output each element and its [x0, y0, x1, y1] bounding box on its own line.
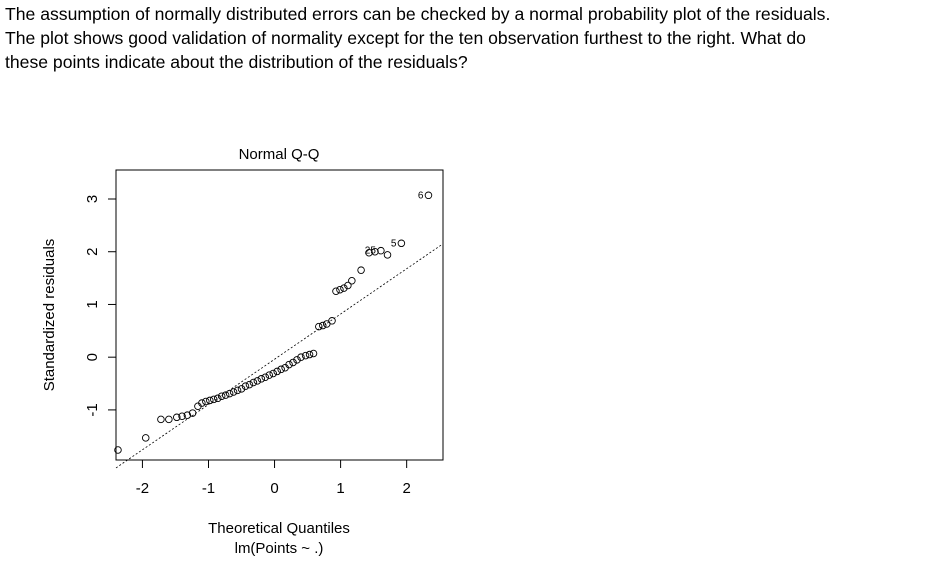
- question-line-3: these points indicate about the distribu…: [5, 52, 468, 72]
- data-point: [340, 284, 348, 292]
- data-point: [332, 287, 340, 296]
- data-point: [301, 351, 310, 360]
- data-point: [257, 375, 266, 383]
- data-point: [357, 266, 365, 274]
- reference-line-group: [115, 243, 444, 469]
- data-point: [141, 434, 150, 442]
- data-point: [178, 412, 186, 420]
- data-point: [305, 350, 314, 359]
- data-point: [213, 394, 222, 403]
- data-point: [233, 386, 242, 395]
- data-point: [253, 377, 262, 385]
- data-point: [210, 395, 218, 404]
- x-tick-label: 1: [336, 480, 344, 497]
- data-point: [265, 371, 274, 379]
- x-axis-ticks: -2 -1 0 1 2: [136, 460, 411, 497]
- y-tick-label: 1: [84, 300, 101, 308]
- data-point: [261, 373, 270, 381]
- data-point: [229, 388, 238, 396]
- data-point: [309, 349, 318, 358]
- data-point: [273, 367, 281, 376]
- data-point: [344, 281, 352, 290]
- data-point: [202, 397, 210, 406]
- data-point: [348, 276, 356, 285]
- x-tick-label: 2: [402, 480, 410, 497]
- question-line-1: The assumption of normally distributed e…: [5, 4, 831, 24]
- point-label: 5: [391, 238, 397, 249]
- point-label: 25: [365, 246, 377, 257]
- data-point: [157, 415, 165, 424]
- question-text: The assumption of normally distributed e…: [5, 2, 925, 74]
- data-point: [424, 191, 433, 200]
- data-point: [293, 356, 301, 364]
- data-point: [221, 391, 230, 399]
- data-point: [183, 411, 192, 419]
- data-point: [249, 378, 258, 387]
- data-point: [114, 446, 122, 454]
- data-point: [377, 246, 385, 255]
- y-tick-label: 0: [84, 353, 101, 361]
- data-point: [269, 369, 277, 378]
- data-points: [114, 191, 433, 454]
- data-point: [336, 285, 344, 294]
- y-tick-label: 2: [84, 248, 101, 256]
- x-axis-label: Theoretical Quantiles: [208, 520, 350, 537]
- data-point: [206, 396, 214, 405]
- question-line-2: The plot shows good validation of normal…: [5, 28, 806, 48]
- x-tick-label: 0: [270, 480, 278, 497]
- point-labels: 25 5 6: [365, 190, 424, 256]
- data-point: [188, 409, 197, 417]
- reference-line: [115, 243, 444, 469]
- data-point: [277, 365, 285, 374]
- data-point: [328, 317, 336, 325]
- data-point: [289, 358, 297, 367]
- x-tick-label: -1: [202, 480, 215, 497]
- data-point: [397, 239, 406, 248]
- y-axis-label: Standardized residuals: [41, 239, 58, 392]
- data-point: [237, 385, 246, 393]
- data-point: [285, 360, 293, 369]
- y-tick-label: -1: [84, 403, 101, 416]
- data-point: [371, 247, 379, 256]
- data-point: [245, 380, 254, 389]
- chart-title: Normal Q-Q: [239, 146, 320, 163]
- y-tick-label: 3: [84, 195, 101, 203]
- data-point: [297, 353, 305, 361]
- data-point: [225, 389, 234, 398]
- data-point: [319, 321, 327, 330]
- data-point: [173, 413, 181, 422]
- plot-frame: [115, 169, 444, 461]
- data-point: [217, 392, 226, 400]
- data-point: [383, 251, 392, 259]
- x-tick-label: -2: [136, 480, 149, 497]
- x-axis-sublabel: lm(Points ~ .): [235, 540, 324, 557]
- data-point: [198, 399, 206, 407]
- y-axis-ticks: -1 0 1 2 3: [84, 195, 116, 417]
- data-point: [315, 322, 323, 331]
- data-point: [365, 249, 373, 257]
- data-point: [241, 382, 250, 390]
- point-label: 6: [418, 190, 424, 201]
- data-point: [165, 415, 173, 424]
